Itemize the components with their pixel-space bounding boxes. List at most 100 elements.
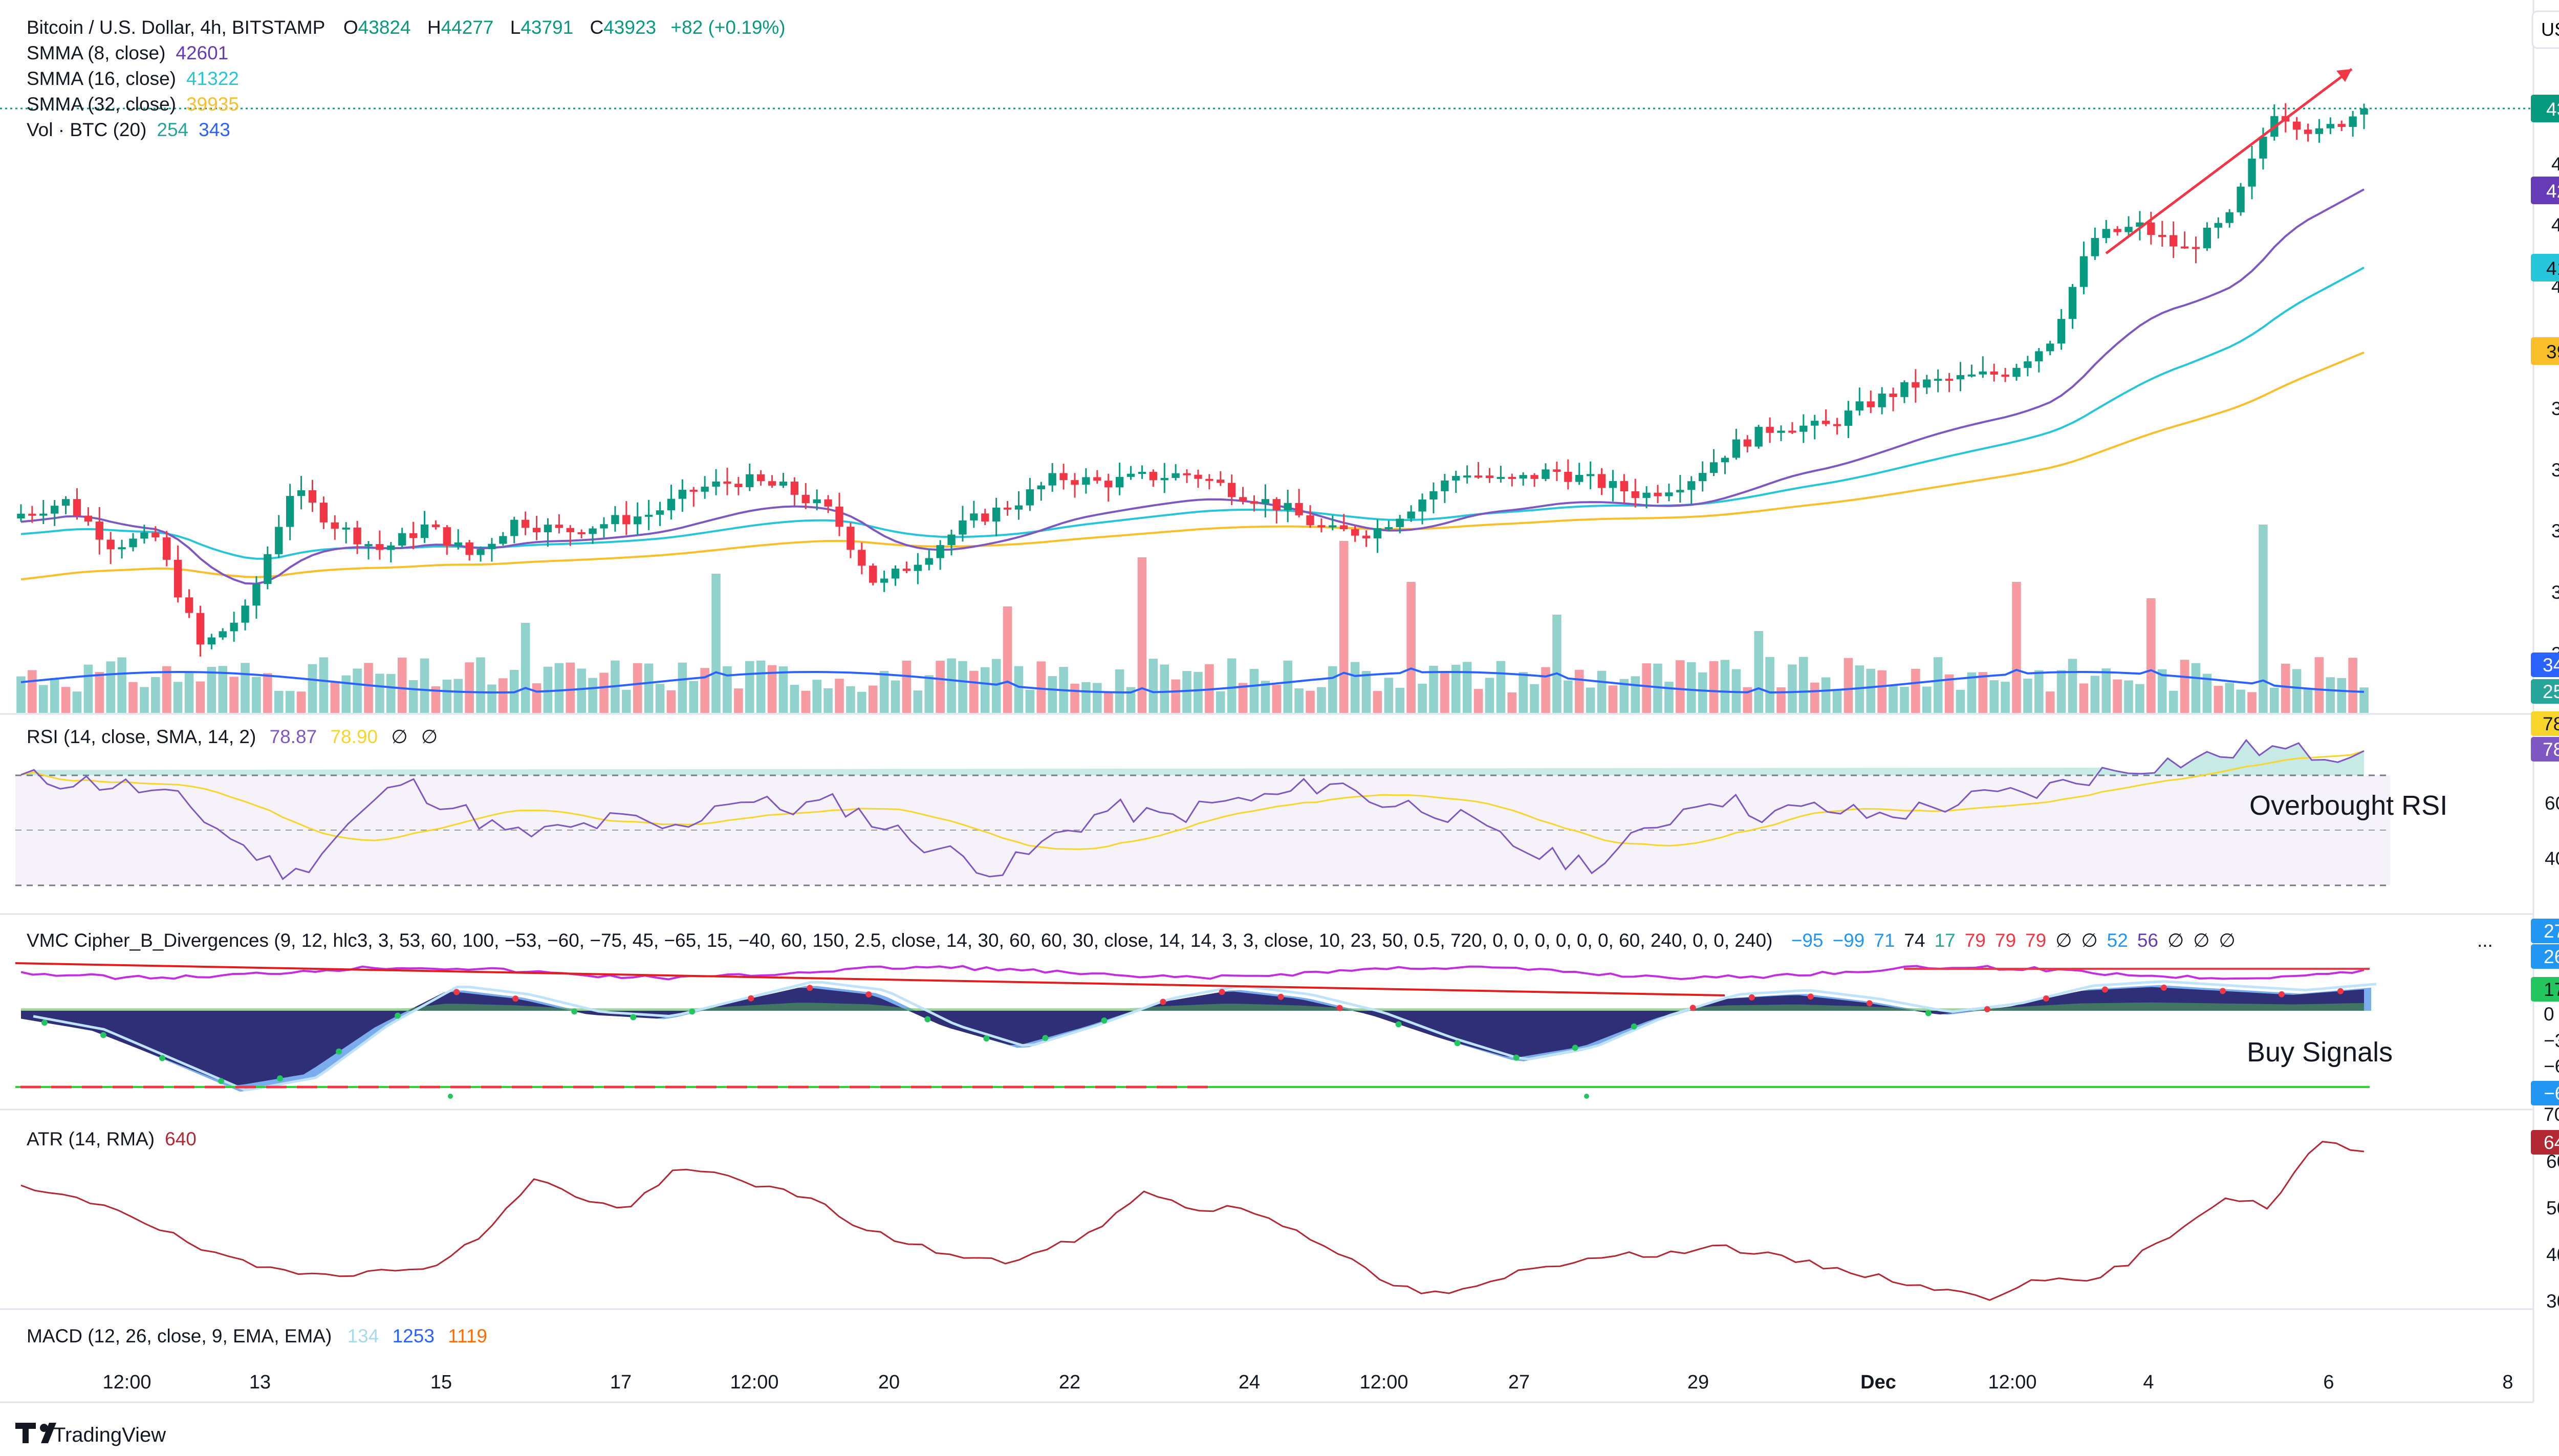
candle (1934, 369, 1942, 393)
volume-bar (891, 680, 900, 713)
volume-bar (2146, 598, 2156, 713)
candle (1553, 462, 1561, 481)
candle (712, 469, 720, 495)
candle-body (51, 506, 59, 514)
volume-bar (173, 682, 183, 713)
more-icon[interactable]: ... (2477, 930, 2493, 951)
candle-body (858, 550, 866, 566)
time-axis[interactable]: 12:00 13 15 17 12:00 20 22 24 12:00 27 2… (102, 1372, 2513, 1393)
candle-body (129, 538, 137, 548)
price-axis[interactable]: 43000 42000 41000 39000 38000 37000 3600… (2551, 154, 2559, 664)
candle (1306, 505, 1314, 528)
candle-body (1205, 479, 1213, 481)
atr-pane[interactable] (20, 1141, 2365, 1301)
candle (566, 525, 574, 546)
time-label: 17 (610, 1372, 632, 1393)
candle-body (544, 525, 552, 533)
candle (1821, 409, 1830, 426)
volume-bar (700, 668, 709, 713)
rsi-legend[interactable]: RSI (14, close, SMA, 14, 2) 78.87 78.90 … (27, 726, 438, 747)
badge-smma16: 41322 (2546, 258, 2559, 279)
candle (1665, 483, 1673, 502)
vmc-legend[interactable]: VMC Cipher_B_Divergences (9, 12, hlc3, 3… (27, 930, 2493, 951)
candle (891, 565, 900, 586)
candle-body (163, 537, 171, 560)
macd-legend-text: MACD (12, 26, close, 9, EMA, EMA) 134 12… (27, 1325, 487, 1346)
candle (1799, 414, 1808, 443)
volume-bar (2202, 673, 2212, 713)
volume-bar (2113, 679, 2122, 713)
volume-bar (1574, 669, 1584, 713)
volume-bar (1788, 664, 1797, 713)
volume-bar (330, 681, 340, 713)
candle-body (2170, 235, 2178, 247)
candle-body (1979, 371, 1987, 375)
candle-body (39, 513, 48, 516)
vmc-signal-dot (218, 1078, 225, 1084)
candle-body (252, 584, 261, 606)
macd-legend[interactable]: MACD (12, 26, close, 9, EMA, EMA) 134 12… (27, 1325, 487, 1346)
atr-axis[interactable]: 600 500 400 300 640 (2531, 1130, 2559, 1312)
volume-bar (341, 675, 351, 713)
volume-bar (386, 673, 396, 713)
volume-bar (2034, 670, 2044, 713)
candle (801, 483, 810, 509)
main-legend[interactable]: Bitcoin / U.S. Dollar, 4h, BITSTAMP O438… (27, 17, 786, 140)
candle (1384, 520, 1393, 531)
currency-button[interactable]: USD (2531, 10, 2559, 49)
candle-body (1990, 371, 1998, 375)
candle-body (174, 559, 182, 598)
candle-body (319, 503, 328, 523)
price-pane[interactable] (0, 68, 2533, 713)
volume-bar (319, 657, 329, 713)
candle (2237, 183, 2245, 216)
candle-body (2136, 222, 2144, 227)
candle-body (230, 622, 238, 632)
candle (1362, 530, 1371, 547)
volume-bar (1361, 671, 1371, 713)
candle-body (207, 637, 215, 645)
candle-body (1945, 379, 1954, 381)
candle-body (1306, 515, 1314, 526)
volume-bar (61, 687, 71, 713)
vmc-signal-dot (512, 995, 519, 1002)
annotation-buy-signals[interactable]: Buy Signals (2247, 1037, 2393, 1068)
candle (790, 477, 799, 506)
candle (465, 539, 473, 561)
candle-body (757, 474, 765, 482)
candle (275, 515, 283, 558)
rsi-pane[interactable] (15, 738, 2390, 886)
candle (241, 599, 249, 631)
candle (1542, 463, 1550, 482)
volume-bar (879, 670, 889, 713)
candle-body (1441, 480, 1449, 491)
volume-bar (218, 666, 227, 713)
vmc-axis[interactable]: 27 26 17 0 −3 −60 700 −65 (2531, 919, 2559, 1125)
tradingview-logo[interactable]: TradingView (15, 1423, 166, 1446)
candle (409, 521, 418, 550)
candle (2360, 103, 2368, 129)
candle-body (1844, 410, 1853, 426)
candle-body (1194, 474, 1202, 479)
candle-body (308, 490, 317, 503)
volume-bar (835, 679, 844, 713)
volume-bar (1216, 691, 1225, 713)
time-label: 12:00 (730, 1372, 778, 1393)
candle (847, 523, 855, 558)
volume-bar (1597, 670, 1607, 713)
candle-body (644, 514, 653, 517)
vmc-pane[interactable] (15, 962, 2377, 1099)
volume-bar (1048, 676, 1057, 713)
candle-body (1048, 473, 1056, 486)
atr-legend[interactable]: ATR (14, RMA) 640 (27, 1128, 197, 1149)
trend-arrow[interactable] (2105, 68, 2353, 254)
candle-body (1553, 469, 1561, 472)
volume-bar (734, 688, 743, 713)
candle (1441, 473, 1449, 503)
annotation-overbought-rsi[interactable]: Overbought RSI (2249, 790, 2447, 821)
rsi-axis[interactable]: 60.00 40.00 78.90 78.87 (2531, 711, 2559, 869)
vmc-signal-dot (630, 1014, 637, 1020)
candle (1340, 514, 1348, 532)
volume-bar (1889, 685, 1898, 713)
volume-bar (2056, 670, 2066, 713)
